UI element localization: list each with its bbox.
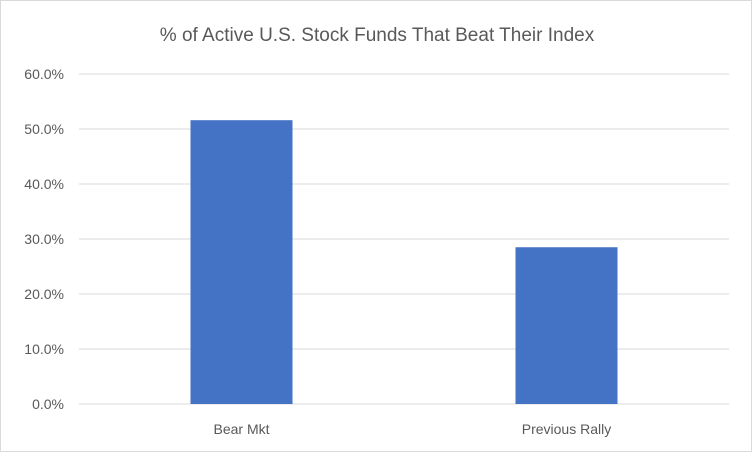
- y-axis-tick-labels: 0.0% 10.0% 20.0% 30.0% 40.0% 50.0% 60.0%: [24, 66, 64, 412]
- y-tick-label: 50.0%: [24, 121, 64, 137]
- y-tick-label: 40.0%: [24, 176, 64, 192]
- bar-previous-rally: [515, 247, 618, 404]
- x-axis-tick-labels: Bear Mkt Previous Rally: [213, 421, 611, 437]
- y-tick-label: 10.0%: [24, 341, 64, 357]
- gridlines: [79, 73, 729, 405]
- x-tick-label: Bear Mkt: [213, 421, 269, 437]
- x-tick-label: Previous Rally: [522, 421, 611, 437]
- y-tick-label: 20.0%: [24, 286, 64, 302]
- bar-bear-mkt: [190, 120, 293, 404]
- chart-title: % of Active U.S. Stock Funds That Beat T…: [160, 25, 595, 46]
- y-tick-label: 60.0%: [24, 66, 64, 82]
- y-tick-label: 0.0%: [32, 396, 64, 412]
- bars: [190, 120, 618, 404]
- y-tick-label: 30.0%: [24, 231, 64, 247]
